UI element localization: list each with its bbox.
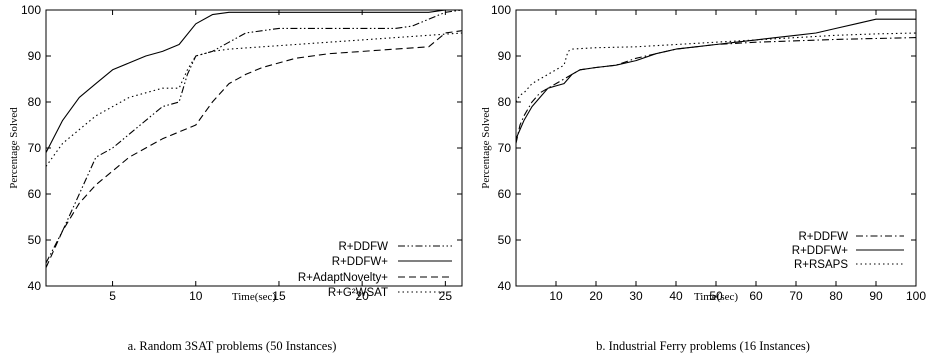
y-tick-label: 100 <box>491 3 511 17</box>
x-tick-label: 15 <box>272 289 286 303</box>
x-tick-label: 70 <box>789 289 803 303</box>
y-tick-label: 80 <box>498 95 512 109</box>
x-tick-label: 50 <box>709 289 723 303</box>
series-line-r-rsaps <box>515 32 917 103</box>
series-line-r-ddfw- <box>515 18 916 140</box>
legend-label: R+DDFW <box>338 241 388 253</box>
y-tick-label: 70 <box>498 141 512 155</box>
y-tick-label: 50 <box>28 233 42 247</box>
series-line-r-ddfw <box>515 37 917 144</box>
x-tick-label: 40 <box>669 289 683 303</box>
plot-frame <box>515 9 917 287</box>
legend-label: R+DDFW+ <box>332 256 389 268</box>
plot-frame <box>45 9 463 287</box>
x-tick-label: 100 <box>906 289 926 303</box>
x-tick-label: 25 <box>439 289 453 303</box>
y-tick-label: 60 <box>28 187 42 201</box>
legend-label: R+AdaptNovelty+ <box>298 272 388 284</box>
x-tick-label: 10 <box>189 289 203 303</box>
x-tick-label: 80 <box>829 289 843 303</box>
legend-label: R+DDFW <box>798 231 848 243</box>
series-line-r-adaptnovelty- <box>45 30 463 268</box>
y-tick-label: 60 <box>498 187 512 201</box>
y-tick-label: 90 <box>498 49 512 63</box>
x-tick-label: 90 <box>869 289 883 303</box>
y-axis-label: Percentage Solved <box>8 107 20 189</box>
chart-industrial-ferry: 40 50 60 70 80 90 100 10 20 30 40 50 60 70 80 90 100 Time… <box>480 3 926 353</box>
figure-caption: b. Industrial Ferry problems (16 Instanc… <box>596 339 810 353</box>
y-tick-label: 80 <box>28 95 42 109</box>
series-line-r-g-wsat <box>45 32 463 167</box>
legend-label: R+G²WSAT <box>328 287 388 299</box>
y-tick-label: 50 <box>498 233 512 247</box>
x-tick-label: 60 <box>749 289 763 303</box>
y-tick-label: 40 <box>498 279 512 293</box>
legend-label: R+DDFW+ <box>792 245 849 257</box>
y-tick-label: 40 <box>28 279 42 293</box>
y-axis-label: Percentage Solved <box>480 107 492 189</box>
y-tick-label: 100 <box>21 3 41 17</box>
x-tick-label: 5 <box>109 289 116 303</box>
y-tick-label: 70 <box>28 141 42 155</box>
x-tick-label: 30 <box>629 289 643 303</box>
y-tick-label: 90 <box>28 49 42 63</box>
x-tick-label: 10 <box>549 289 563 303</box>
x-tick-label: 20 <box>355 289 369 303</box>
x-tick-label: 20 <box>589 289 603 303</box>
chart-random-3sat: 40 50 60 70 80 90 100 5 10 15 20 25 Time(sec) Percent… <box>8 3 463 353</box>
figure-caption: a. Random 3SAT problems (50 Instances) <box>128 339 337 353</box>
x-axis-label: Time(sec) <box>694 291 739 303</box>
series-line-r-ddfw <box>45 9 463 264</box>
x-axis-label: Time(sec) <box>232 291 277 303</box>
series-line-r-ddfw- <box>45 9 462 153</box>
legend-label: R+RSAPS <box>794 259 848 271</box>
